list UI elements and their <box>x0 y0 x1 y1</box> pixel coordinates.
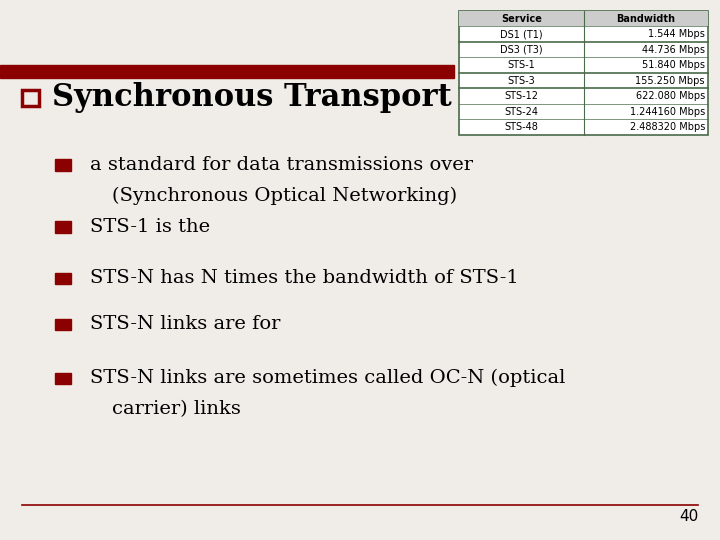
Text: Service: Service <box>501 14 542 24</box>
Text: Bandwidth: Bandwidth <box>616 14 675 24</box>
Text: STS-1 is the: STS-1 is the <box>90 218 217 236</box>
Text: 40: 40 <box>679 509 698 524</box>
Text: STS-12: STS-12 <box>505 91 539 101</box>
Text: 1.244160 Mbps: 1.244160 Mbps <box>629 107 705 117</box>
Text: DS3 (T3): DS3 (T3) <box>500 45 543 55</box>
Text: STS-N links are for: STS-N links are for <box>90 315 287 333</box>
Text: 622.080 Mbps: 622.080 Mbps <box>636 91 705 101</box>
Text: STS-24: STS-24 <box>505 107 539 117</box>
Text: STS-N links are sometimes called OC-N (optical: STS-N links are sometimes called OC-N (o… <box>90 369 565 387</box>
Bar <box>55 273 71 284</box>
Text: STS-1: STS-1 <box>508 60 536 70</box>
Text: STS-48: STS-48 <box>505 122 539 132</box>
Text: Synchronous Transport Signal (STS): Synchronous Transport Signal (STS) <box>52 82 677 113</box>
Bar <box>459 11 708 26</box>
Bar <box>55 373 71 384</box>
Text: STS-3: STS-3 <box>508 76 536 86</box>
Bar <box>459 11 708 135</box>
Text: (Synchronous Optical Networking): (Synchronous Optical Networking) <box>112 187 456 205</box>
Bar <box>55 221 71 233</box>
Bar <box>55 319 71 330</box>
Text: 51.840 Mbps: 51.840 Mbps <box>642 60 705 70</box>
Bar <box>0 65 454 78</box>
Bar <box>55 159 71 171</box>
Text: 155.250 Mbps: 155.250 Mbps <box>635 76 705 86</box>
Bar <box>22 90 39 106</box>
Text: DS1 (T1): DS1 (T1) <box>500 29 543 39</box>
Text: STS-N has N times the bandwidth of STS-1: STS-N has N times the bandwidth of STS-1 <box>90 269 518 287</box>
Text: 44.736 Mbps: 44.736 Mbps <box>642 45 705 55</box>
Text: 1.544 Mbps: 1.544 Mbps <box>648 29 705 39</box>
Text: a standard for data transmissions over: a standard for data transmissions over <box>90 156 480 174</box>
Text: carrier) links: carrier) links <box>112 400 240 418</box>
Text: 2.488320 Mbps: 2.488320 Mbps <box>629 122 705 132</box>
